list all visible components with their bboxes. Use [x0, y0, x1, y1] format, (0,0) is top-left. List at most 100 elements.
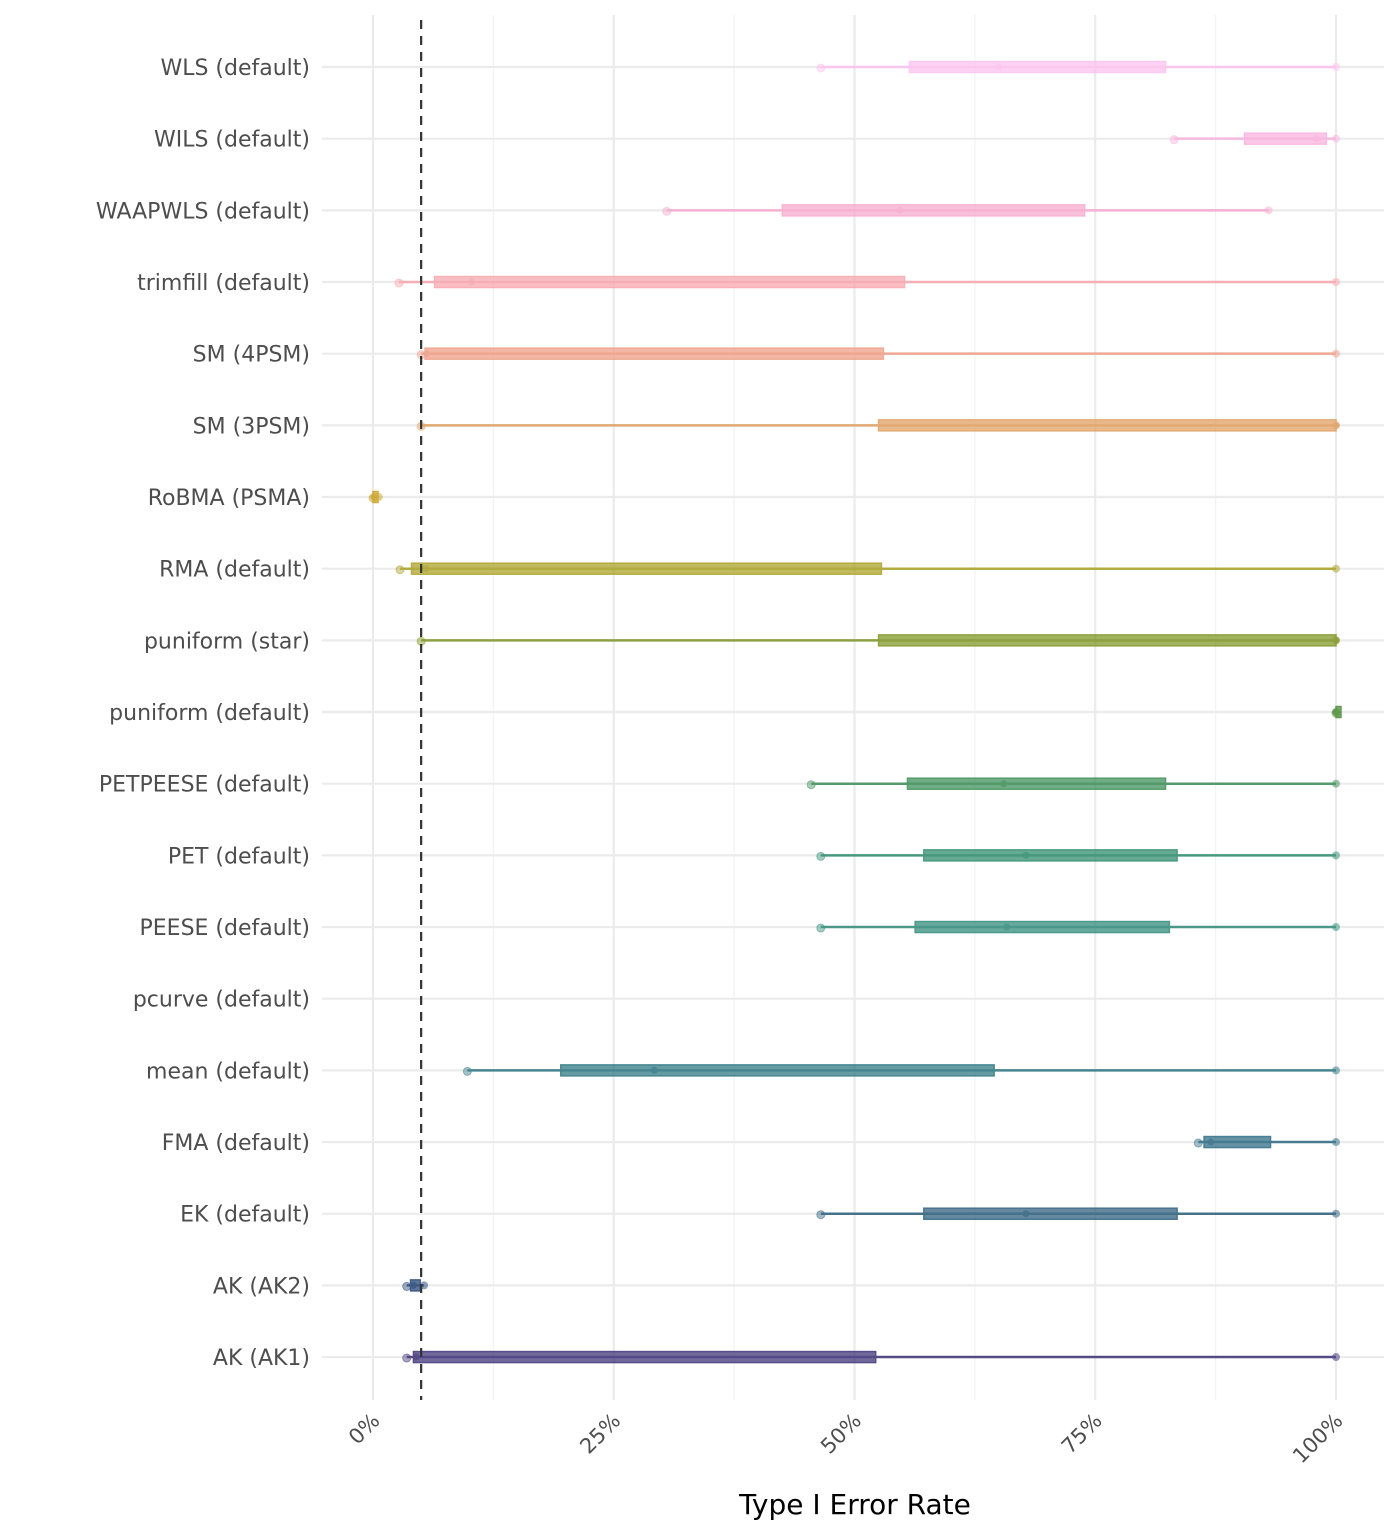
median-point: [467, 278, 475, 286]
box: [424, 347, 885, 360]
x-tick-label: 0%: [344, 1409, 385, 1450]
y-tick-label: pcurve (default): [133, 988, 310, 1013]
max-point: [1264, 206, 1273, 215]
min-point: [806, 780, 816, 790]
median-point: [896, 206, 904, 214]
boxplot-rma-default-: [395, 562, 1340, 575]
boxplot-waapwls-default-: [662, 204, 1273, 217]
box: [560, 1064, 995, 1077]
max-point: [1332, 421, 1340, 430]
median-point: [422, 565, 430, 573]
min-point: [394, 278, 404, 288]
y-tick-label: WILS (default): [154, 128, 310, 153]
box: [1203, 1135, 1272, 1149]
median-point: [1207, 1138, 1215, 1146]
boxplot-sm-3psm-: [416, 419, 1340, 432]
max-point: [1332, 851, 1340, 860]
y-tick-label: PEESE (default): [140, 916, 311, 941]
boxplot-puniform-star-: [416, 634, 1340, 647]
median-point: [412, 1353, 420, 1361]
max-point: [1332, 1138, 1340, 1147]
box: [877, 419, 1337, 432]
max-point: [1332, 278, 1340, 287]
y-tick-label: EK (default): [180, 1203, 310, 1228]
boxplot-wils-default-: [1169, 132, 1340, 145]
box: [410, 562, 883, 575]
y-tick-label: WAAPWLS (default): [96, 199, 310, 224]
boxplot-puniform-default-: [1331, 705, 1342, 719]
box: [923, 1207, 1178, 1220]
box: [906, 777, 1167, 790]
boxplot-ak-ak2-: [402, 1279, 429, 1292]
box: [412, 1350, 877, 1364]
median-point: [409, 1281, 417, 1289]
boxplot-sm-4psm-: [416, 347, 1340, 360]
min-point: [462, 1066, 472, 1076]
max-point: [1332, 349, 1340, 358]
box: [908, 60, 1167, 74]
max-point: [1332, 923, 1340, 932]
min-point: [1169, 135, 1179, 145]
boxplot-petpeese-default-: [806, 777, 1340, 790]
boxplot-ek-default-: [816, 1207, 1340, 1220]
box: [877, 634, 1337, 647]
max-point: [1332, 63, 1340, 71]
max-point: [1332, 134, 1340, 143]
max-point: [1332, 708, 1340, 717]
max-point: [1332, 1209, 1340, 1218]
boxplot-peese-default-: [816, 920, 1340, 934]
boxplots: [368, 60, 1342, 1364]
median-point: [650, 1066, 658, 1074]
min-point: [816, 923, 826, 933]
y-tick-label: trimfill (default): [137, 271, 310, 296]
min-point: [816, 1210, 826, 1220]
boxplot-trimfill-default-: [394, 275, 1340, 289]
y-tick-label: WLS (default): [160, 56, 310, 81]
max-point: [1332, 1353, 1340, 1362]
box: [781, 204, 1086, 217]
median-point: [1022, 851, 1030, 859]
max-point: [374, 493, 383, 502]
y-axis-labels: WLS (default) WILS (default) WAAPWLS (defa…: [96, 56, 310, 1371]
x-tick-label: 75%: [1057, 1409, 1107, 1459]
x-axis-title: Type I Error Rate: [738, 1488, 971, 1521]
y-tick-label: puniform (default): [109, 701, 310, 726]
max-point: [1332, 636, 1340, 645]
min-point: [816, 63, 826, 73]
min-point: [395, 565, 405, 575]
max-point: [1332, 1066, 1340, 1075]
y-tick-label: PET (default): [168, 844, 310, 869]
min-point: [402, 1281, 412, 1291]
median-point: [995, 63, 1003, 71]
box: [433, 275, 906, 289]
box: [914, 920, 1171, 934]
min-point: [816, 851, 826, 861]
y-tick-label: AK (AK1): [213, 1346, 310, 1371]
median-point: [1000, 780, 1008, 788]
y-tick-label: SM (4PSM): [193, 343, 310, 368]
y-tick-label: mean (default): [146, 1059, 310, 1084]
min-point: [662, 206, 672, 216]
median-point: [1003, 923, 1011, 931]
y-tick-label: RMA (default): [159, 558, 310, 583]
boxplot-pet-default-: [816, 849, 1340, 862]
x-tick-label: 50%: [816, 1409, 866, 1459]
boxplot-fma-default-: [1193, 1135, 1340, 1149]
x-axis-ticks: 0% 25% 50% 75% 100%: [344, 1409, 1348, 1468]
min-point: [1193, 1138, 1203, 1148]
y-tick-label: puniform (star): [144, 629, 310, 654]
min-point: [402, 1353, 412, 1363]
median-point: [1313, 135, 1321, 143]
box: [1243, 132, 1328, 145]
x-tick-label: 25%: [575, 1409, 625, 1459]
y-tick-label: AK (AK2): [213, 1274, 310, 1299]
boxplot-wls-default-: [816, 60, 1340, 74]
y-tick-label: SM (3PSM): [193, 414, 310, 439]
max-point: [1332, 779, 1340, 788]
y-tick-label: RoBMA (PSMA): [148, 486, 310, 511]
boxplot-ak-ak1-: [402, 1350, 1340, 1364]
median-point: [1022, 1210, 1030, 1218]
boxplot-mean-default-: [462, 1064, 1340, 1077]
boxplot-robma-psma-: [368, 490, 383, 504]
